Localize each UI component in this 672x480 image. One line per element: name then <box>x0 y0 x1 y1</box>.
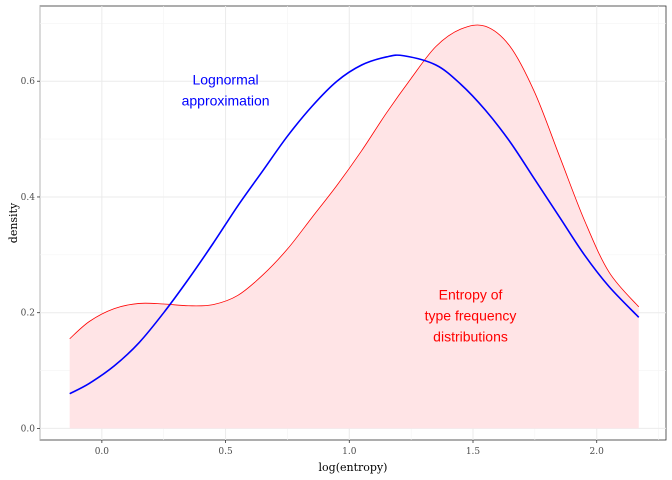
x-axis-ticks: 0.0 0.5 1.0 1.5 2.0 <box>95 440 604 457</box>
y-tick-label: 0.4 <box>21 193 36 203</box>
x-tick-label: 1.5 <box>466 447 481 457</box>
y-axis-ticks: 0.0 0.2 0.4 0.6 <box>21 77 40 434</box>
annotations: Lognormal approximation Entropy of type fre… <box>182 71 517 344</box>
entropy-density-line <box>69 24 640 340</box>
annotation-line: approximation <box>182 92 270 108</box>
entropy-density-area <box>69 24 639 429</box>
x-tick-label: 0.5 <box>218 447 233 457</box>
lognormal-approximation-line <box>69 54 640 395</box>
annotation-line: Entropy of <box>439 287 503 303</box>
y-tick-label: 0.6 <box>21 77 36 87</box>
annotation-line: Lognormal <box>192 71 258 87</box>
annotation-line: distributions <box>433 329 508 345</box>
x-axis-title: log(entropy) <box>319 461 388 474</box>
y-tick-label: 0.2 <box>21 309 35 319</box>
y-axis-title: density <box>7 202 20 243</box>
x-tick-label: 1.0 <box>342 447 357 457</box>
x-tick-label: 2.0 <box>590 447 605 457</box>
y-tick-label: 0.0 <box>21 424 36 434</box>
annotation-line: type frequency <box>425 308 517 324</box>
x-tick-label: 0.0 <box>95 447 110 457</box>
